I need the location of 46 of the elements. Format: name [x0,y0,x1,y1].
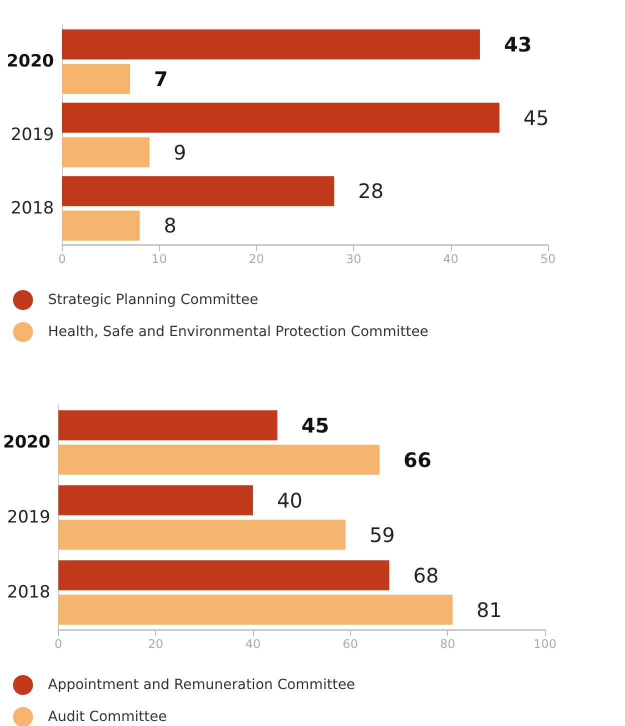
x-tick-label: 100 [534,637,556,651]
x-tick-label: 10 [152,252,167,266]
bar [58,520,346,550]
y-tick-label: 2020 [6,52,54,72]
data-label: 66 [404,448,432,472]
x-tick-label: 40 [443,252,458,266]
legend-label: Audit Committee [48,709,167,725]
y-tick-label: 2018 [7,582,50,602]
bar [62,137,150,168]
x-tick-label: 20 [148,637,164,651]
x-tick-label: 50 [540,252,556,266]
bar [58,444,380,475]
bar [58,410,278,440]
data-label: 59 [369,522,395,547]
data-label: 45 [523,106,549,130]
legend-label: Strategic Planning Committee [48,292,258,308]
x-tick-label: 0 [54,637,62,651]
bar [58,594,453,625]
legend-label: Health, Safe and Environmental Protection Committee [48,324,428,340]
x-tick-label: 60 [342,637,358,651]
bar [58,560,390,590]
bar [62,210,140,241]
data-label: 7 [154,66,168,91]
x-tick-label: 30 [346,252,362,266]
bar [62,64,130,94]
data-label: 8 [164,214,176,238]
y-tick-label: 2019 [7,508,50,528]
bar [62,176,334,206]
data-label: 9 [173,140,186,164]
x-tick-label: 40 [245,637,261,651]
x-tick-label: 20 [248,252,264,266]
y-tick-label: 2019 [10,125,54,145]
data-label: 68 [413,563,439,588]
x-tick-label: 80 [440,637,456,651]
y-tick-label: 2018 [10,198,54,218]
data-label: 43 [504,32,532,56]
data-label: 45 [301,413,330,438]
data-label: 40 [276,488,302,512]
data-label: 28 [358,179,384,204]
y-tick-label: 2020 [2,432,50,452]
bar [62,29,480,60]
data-label: 81 [476,598,502,622]
bar [62,102,500,133]
legend-label: Appointment and Remuneration Committee [48,677,356,693]
x-tick-label: 0 [58,252,66,266]
bar [58,485,253,516]
